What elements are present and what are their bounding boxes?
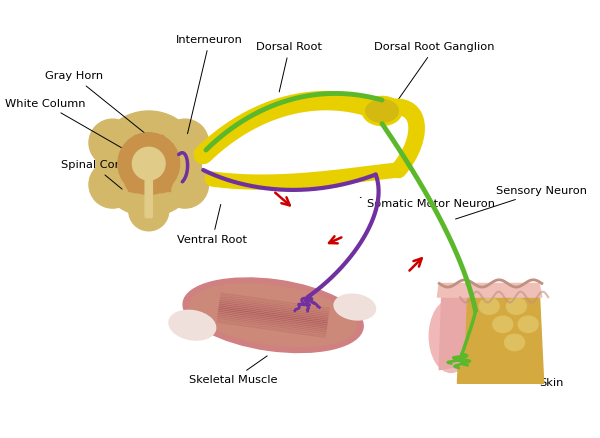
Circle shape	[131, 137, 148, 154]
Circle shape	[161, 119, 209, 166]
Ellipse shape	[429, 300, 473, 372]
Polygon shape	[457, 288, 544, 383]
Circle shape	[89, 161, 136, 208]
Ellipse shape	[169, 311, 216, 340]
Text: White Column: White Column	[5, 99, 137, 157]
Text: Sensory Neuron: Sensory Neuron	[455, 186, 587, 219]
Ellipse shape	[362, 96, 402, 126]
Ellipse shape	[518, 316, 538, 332]
Circle shape	[118, 133, 179, 194]
Circle shape	[161, 161, 209, 208]
Text: Dorsal Root Ganglion: Dorsal Root Ganglion	[374, 42, 495, 99]
Text: Gray Horn: Gray Horn	[45, 71, 160, 145]
Text: Skeletal Muscle: Skeletal Muscle	[189, 356, 277, 385]
Text: Spinal Cord: Spinal Cord	[61, 160, 126, 189]
Circle shape	[125, 171, 147, 193]
Text: Somatic Motor Neuron: Somatic Motor Neuron	[361, 198, 494, 208]
Circle shape	[149, 137, 166, 154]
Circle shape	[129, 191, 169, 231]
FancyBboxPatch shape	[145, 171, 152, 218]
Ellipse shape	[493, 316, 513, 332]
Ellipse shape	[505, 334, 524, 351]
Circle shape	[89, 119, 136, 166]
Circle shape	[151, 171, 172, 193]
Polygon shape	[439, 288, 466, 370]
Bar	[152, 134, 163, 147]
Circle shape	[96, 111, 202, 216]
Ellipse shape	[479, 298, 499, 314]
Ellipse shape	[506, 298, 526, 314]
Text: Interneuron: Interneuron	[176, 35, 243, 134]
Text: Skin: Skin	[517, 373, 563, 389]
Text: Ventral Root: Ventral Root	[177, 205, 247, 245]
Circle shape	[133, 147, 165, 180]
Ellipse shape	[190, 284, 356, 347]
Bar	[153, 174, 170, 191]
Text: Dorsal Root: Dorsal Root	[256, 42, 322, 92]
Polygon shape	[437, 283, 542, 297]
Ellipse shape	[183, 278, 363, 353]
Bar	[128, 174, 144, 191]
Bar	[134, 134, 145, 147]
Ellipse shape	[366, 99, 398, 122]
Ellipse shape	[334, 294, 376, 320]
